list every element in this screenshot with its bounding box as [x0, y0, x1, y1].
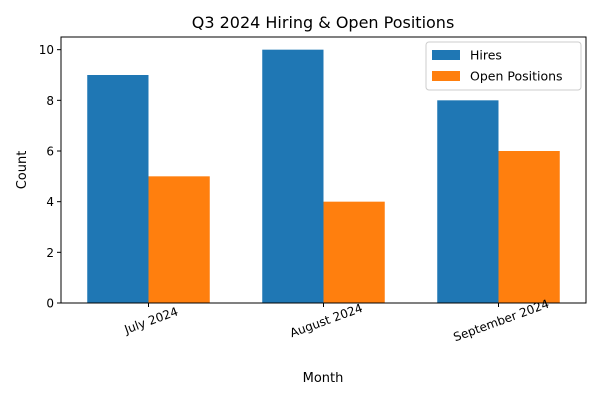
bar: [262, 49, 324, 303]
y-axis: 0 2 4 6 8 10: [39, 43, 61, 311]
y-tick-label: 10: [39, 43, 54, 57]
bar: [498, 151, 560, 303]
legend-label: Hires: [470, 48, 502, 63]
x-tick-label: September 2024: [452, 297, 551, 345]
legend-swatch: [432, 50, 460, 60]
y-tick-label: 0: [46, 297, 54, 311]
legend-frame: [425, 41, 582, 91]
legend-swatch: [432, 71, 460, 81]
bars-layer: [87, 49, 560, 303]
x-axis: July 2024 August 2024 September 2024: [122, 297, 551, 345]
y-tick-label: 4: [46, 195, 54, 209]
legend: Hires Open Positions: [425, 41, 582, 91]
bar: [323, 201, 385, 303]
bar: [437, 100, 499, 303]
x-tick-label: July 2024: [122, 304, 180, 337]
bar: [87, 75, 149, 303]
x-tick-label: August 2024: [288, 301, 365, 340]
y-tick-label: 6: [46, 145, 54, 159]
y-axis-label: Count: [15, 151, 30, 190]
x-axis-label: Month: [303, 371, 344, 386]
y-tick-label: 8: [46, 94, 54, 108]
chart-title: Q3 2024 Hiring & Open Positions: [192, 13, 455, 32]
bar: [148, 176, 210, 303]
legend-label: Open Positions: [470, 69, 563, 84]
y-tick-label: 2: [46, 246, 54, 260]
